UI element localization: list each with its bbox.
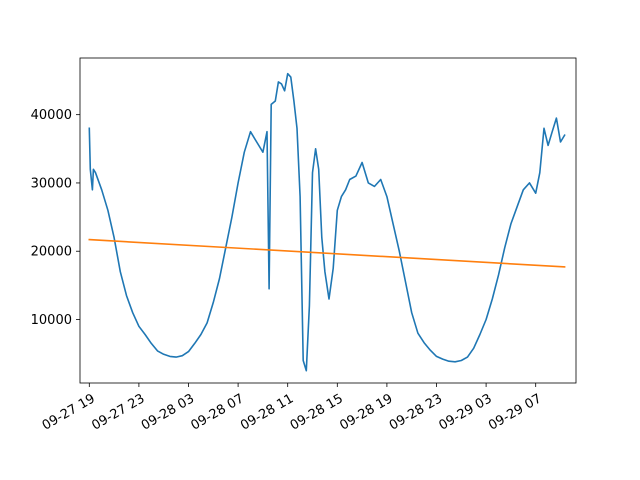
series-line-1: [88, 72, 566, 372]
x-tick-label: 09-28 15: [288, 391, 346, 433]
x-tick-label: 09-29 03: [437, 391, 495, 433]
x-tick-label: 09-29 07: [486, 391, 544, 433]
x-tick-label: 09-28 11: [238, 391, 296, 433]
x-tick-label: 09-28 23: [387, 391, 445, 433]
x-tick-label: 09-27 23: [89, 391, 147, 433]
axes-frame: [79, 57, 577, 384]
y-tick-label: 30000: [31, 176, 72, 191]
series-line-2: [88, 238, 566, 268]
x-tick-label: 09-28 07: [189, 391, 247, 433]
y-tick-label: 10000: [31, 313, 72, 328]
x-tick-label: 09-28 19: [337, 391, 395, 433]
plot-area: [88, 72, 566, 372]
x-tick-label: 09-28 03: [139, 391, 197, 433]
x-tick-label: 09-27 19: [40, 391, 98, 433]
y-tick-label: 40000: [31, 108, 72, 123]
y-tick-label: 20000: [31, 245, 72, 260]
